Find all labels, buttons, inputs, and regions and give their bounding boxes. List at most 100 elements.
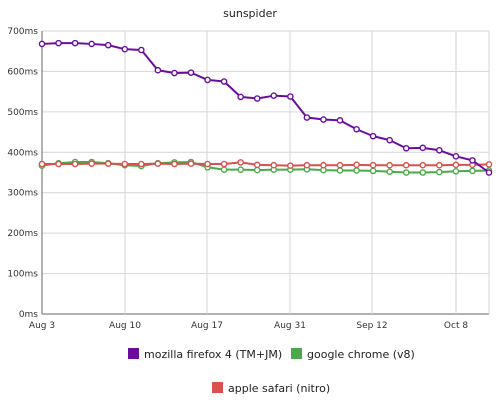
data-point <box>303 161 311 169</box>
data-point <box>353 167 360 174</box>
data-point <box>55 160 62 168</box>
data-point <box>187 160 195 167</box>
y-tick-label: 100ms <box>7 270 38 280</box>
x-tick-label: Aug 3 <box>29 321 55 331</box>
data-point <box>436 168 443 176</box>
data-point <box>419 161 427 169</box>
legend-swatch <box>128 348 139 359</box>
data-point <box>220 160 228 168</box>
data-point <box>485 161 493 168</box>
data-point <box>270 92 278 99</box>
data-point <box>402 144 410 152</box>
data-point <box>386 161 393 169</box>
data-point <box>121 45 129 53</box>
x-tick-label: Oct 8 <box>444 321 468 331</box>
data-point <box>369 167 377 175</box>
data-point <box>237 166 244 173</box>
data-point <box>436 161 443 169</box>
data-point <box>71 39 79 47</box>
data-point <box>154 160 162 167</box>
legend-swatch <box>291 348 302 359</box>
data-point <box>253 166 261 174</box>
legend-label: apple safari (nitro) <box>228 382 330 395</box>
y-tick-label: 300ms <box>7 189 38 199</box>
x-tick-label: Aug 17 <box>191 321 223 331</box>
data-point <box>287 93 294 100</box>
data-point <box>320 116 327 123</box>
data-point <box>204 76 211 84</box>
data-point <box>270 161 278 169</box>
data-point <box>71 160 79 168</box>
y-tick-label: 200ms <box>7 229 38 239</box>
data-point <box>237 93 244 101</box>
data-point <box>402 169 410 176</box>
data-point <box>38 160 46 168</box>
data-point <box>369 132 377 140</box>
data-point <box>386 136 393 144</box>
data-point <box>187 69 195 76</box>
legend-item: google chrome (v8) <box>291 348 415 361</box>
y-tick-label: 700ms <box>7 27 38 37</box>
series-layer <box>38 39 493 176</box>
data-point <box>386 168 393 175</box>
data-point <box>303 114 311 121</box>
data-point <box>402 161 410 169</box>
data-point <box>220 78 228 85</box>
series-2 <box>38 159 493 169</box>
data-point <box>220 166 228 173</box>
data-point <box>320 161 327 169</box>
series-line <box>41 42 490 174</box>
y-tick-label: 0ms <box>19 310 38 320</box>
data-point <box>369 161 377 169</box>
data-point <box>452 167 460 175</box>
legend-label: mozilla firefox 4 (TM+JM) <box>144 348 282 361</box>
y-axis-ticks: 0ms 100ms 200ms 300ms 400ms 500ms 600ms 700ms <box>7 27 38 320</box>
data-point <box>485 169 493 176</box>
data-point <box>436 146 443 154</box>
data-point <box>452 153 460 160</box>
legend: mozilla firefox 4 (TM+JM) google chrome (… <box>128 348 415 395</box>
data-point <box>204 160 211 168</box>
legend-swatch <box>212 382 223 393</box>
data-point <box>287 162 294 169</box>
data-point <box>419 144 427 152</box>
data-point <box>88 40 95 48</box>
data-point <box>55 39 62 47</box>
x-tick-label: Aug 31 <box>274 321 306 331</box>
data-point <box>38 40 46 48</box>
data-point <box>237 159 244 166</box>
data-point <box>171 160 178 168</box>
data-point <box>104 41 112 49</box>
data-point <box>121 160 129 168</box>
y-tick-label: 500ms <box>7 108 38 118</box>
data-point <box>253 161 261 169</box>
data-point <box>138 160 145 168</box>
data-point <box>154 66 162 74</box>
data-point <box>353 125 360 133</box>
data-point <box>469 157 476 164</box>
data-point <box>253 95 261 102</box>
y-tick-label: 400ms <box>7 148 38 158</box>
y-tick-label: 600ms <box>7 67 38 77</box>
data-point <box>419 169 427 176</box>
legend-item: apple safari (nitro) <box>212 382 330 395</box>
series-0 <box>38 39 493 176</box>
data-point <box>104 160 112 167</box>
x-tick-label: Aug 10 <box>109 321 141 331</box>
legend-label: google chrome (v8) <box>307 348 415 361</box>
data-point <box>469 167 476 175</box>
data-point <box>88 160 95 167</box>
chart-title: sunspider <box>223 7 277 20</box>
x-tick-label: Sep 12 <box>356 321 387 331</box>
x-axis-ticks: Aug 3 Aug 10 Aug 17 Aug 31 Sep 12 Oct 8 <box>29 321 468 331</box>
data-point <box>452 161 460 169</box>
data-point <box>138 46 145 54</box>
series-line <box>42 161 490 167</box>
data-point <box>171 69 178 77</box>
data-point <box>336 161 344 169</box>
data-point <box>336 117 344 124</box>
data-point <box>336 167 344 174</box>
legend-item: mozilla firefox 4 (TM+JM) <box>128 348 282 361</box>
data-point <box>353 161 360 169</box>
